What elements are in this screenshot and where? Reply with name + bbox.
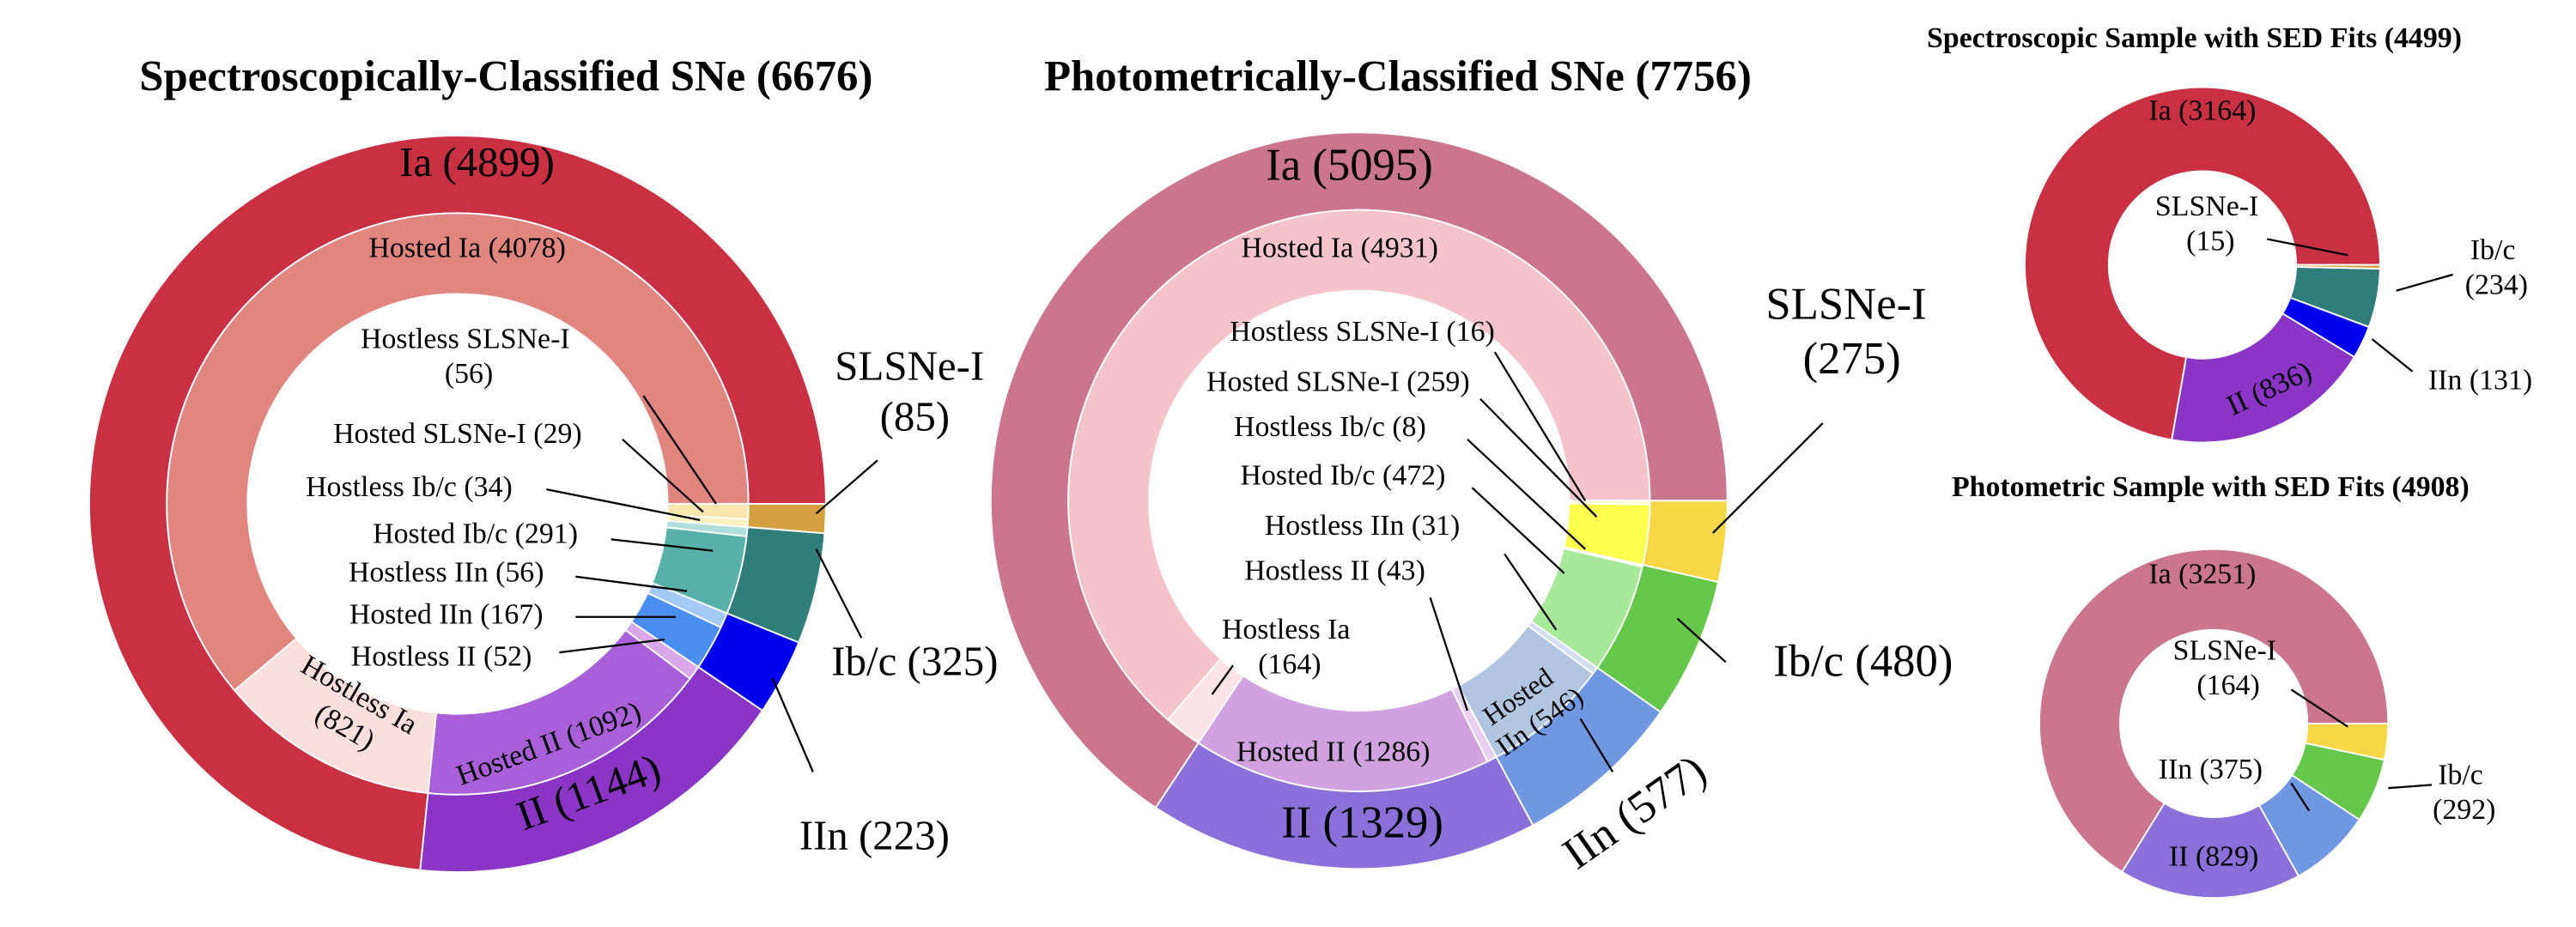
label-line: (292) [2433, 794, 2495, 826]
chart-title: Photometrically-Classified SNe (7756) [1044, 52, 1752, 100]
leader-line [575, 575, 688, 592]
data-label: Hostless SLSNe-I (16) [1230, 316, 1494, 348]
data-label: Hosted Ia (4931) [1241, 232, 1437, 264]
label-line: Hostless SLSNe-I [361, 323, 577, 354]
leader-line [2266, 238, 2348, 257]
data-label: IIn (223) [799, 812, 950, 859]
leader-line [2396, 273, 2453, 292]
label-line: (164) [2196, 670, 2259, 701]
data-label: Ia (4899) [399, 138, 555, 185]
leader-line [2371, 338, 2414, 373]
label-line: Ib/c [2438, 759, 2490, 791]
leader-line [559, 638, 665, 654]
data-label: Ib/c (480) [1773, 636, 1953, 686]
data-label: Ia (3251) [2148, 558, 2256, 590]
leader-line [1504, 553, 1558, 631]
data-label: Hostless IIn (31) [1265, 510, 1461, 542]
data-label: Ib/c (292) [2433, 759, 2495, 826]
label-line: (164) [1258, 648, 1321, 680]
label-line: (56) [445, 358, 493, 390]
leader-line [2290, 688, 2348, 728]
data-label: Hostless Ib/c (34) [306, 471, 513, 503]
donut-wedge [2121, 802, 2300, 900]
data-label: IIn (131) [2428, 365, 2532, 397]
leader-line [1471, 487, 1565, 574]
leader-line [771, 677, 814, 772]
donut-wedge [2171, 312, 2356, 444]
chart-title: Photometric Sample with SED Fits (4908) [1952, 471, 2470, 503]
data-label: SLSNe-I (164) [2173, 634, 2284, 701]
donut-wedge [1067, 209, 1651, 721]
leader-line [1479, 397, 1598, 518]
label-line: SLSNe-I [1765, 280, 1937, 330]
donut-wedge [2304, 722, 2390, 761]
data-label: Ib/c (234) [2465, 234, 2528, 301]
leader-line [1467, 438, 1586, 550]
donut-wedge [2295, 264, 2381, 270]
data-label: Hosted Ib/c (291) [373, 518, 578, 549]
data-label: Hostless Ib/c (8) [1234, 411, 1426, 443]
leader-line [2290, 782, 2311, 812]
leader-line [611, 538, 714, 552]
data-label: Hosted SLSNe-I (29) [333, 418, 582, 450]
leader-line [1676, 617, 1727, 663]
label-line: SLSNe-I [835, 342, 994, 390]
label-line: (234) [2465, 269, 2528, 300]
donut-wedge [2038, 548, 2390, 874]
data-label: Ia (3164) [2148, 94, 2256, 126]
data-label: Hostless IIn (56) [349, 557, 544, 589]
leader-line [1211, 664, 1234, 695]
label-line: SLSNe-I [2155, 191, 2266, 222]
data-label: SLSNe-I (275) [1765, 280, 1937, 384]
label-line: SLSNe-I [2173, 634, 2284, 666]
data-label: Ib/c (325) [831, 637, 998, 684]
chart-title: Spectroscopically-Classified SNe (6676) [139, 52, 872, 100]
data-label: Hostless SLSNe-I (56) [361, 323, 577, 390]
leader-line [815, 459, 878, 515]
donut-wedge [2024, 86, 2381, 441]
leader-line [1493, 351, 1587, 501]
data-label: II (1329) [1281, 797, 1443, 847]
leader-line [815, 548, 863, 639]
data-label: Hostless II (43) [1244, 555, 1425, 587]
leader-line [1712, 422, 1824, 534]
data-label: Hosted Ia (4078) [368, 232, 565, 264]
donut-wedge [1568, 500, 1651, 506]
leader-line [2388, 784, 2433, 790]
chart-title: Spectroscopic Sample with SED Fits (4499… [1927, 22, 2462, 54]
label-line: (85) [880, 393, 950, 440]
data-label: IIn (375) [2159, 754, 2263, 785]
data-label: SLSNe-I (85) [835, 342, 994, 440]
label-line: (275) [1803, 334, 1901, 384]
label-line: Hostless Ia [1222, 614, 1358, 645]
data-label: Ia (5095) [1266, 141, 1433, 191]
donut-wedge [166, 212, 750, 692]
data-label: Hostless II (52) [351, 640, 532, 672]
data-label: Hosted IIn (167) [349, 599, 544, 631]
leader-line [622, 438, 704, 513]
leader-line [1579, 718, 1614, 772]
data-label: Hosted II (1286) [1236, 736, 1431, 767]
data-label: SLSNe-I (15) [2155, 191, 2266, 258]
data-label: Hosted SLSNe-I (259) [1206, 367, 1470, 398]
label-line: (15) [2186, 226, 2234, 258]
leader-line [642, 395, 717, 505]
data-label: Hostless Ia (164) [1222, 614, 1358, 681]
leader-line [1429, 597, 1468, 712]
leader-line [546, 488, 701, 521]
data-label: Hosted Ib/c (472) [1241, 460, 1446, 492]
label-line: Ib/c [2470, 234, 2523, 266]
data-label: II (829) [2169, 841, 2258, 873]
